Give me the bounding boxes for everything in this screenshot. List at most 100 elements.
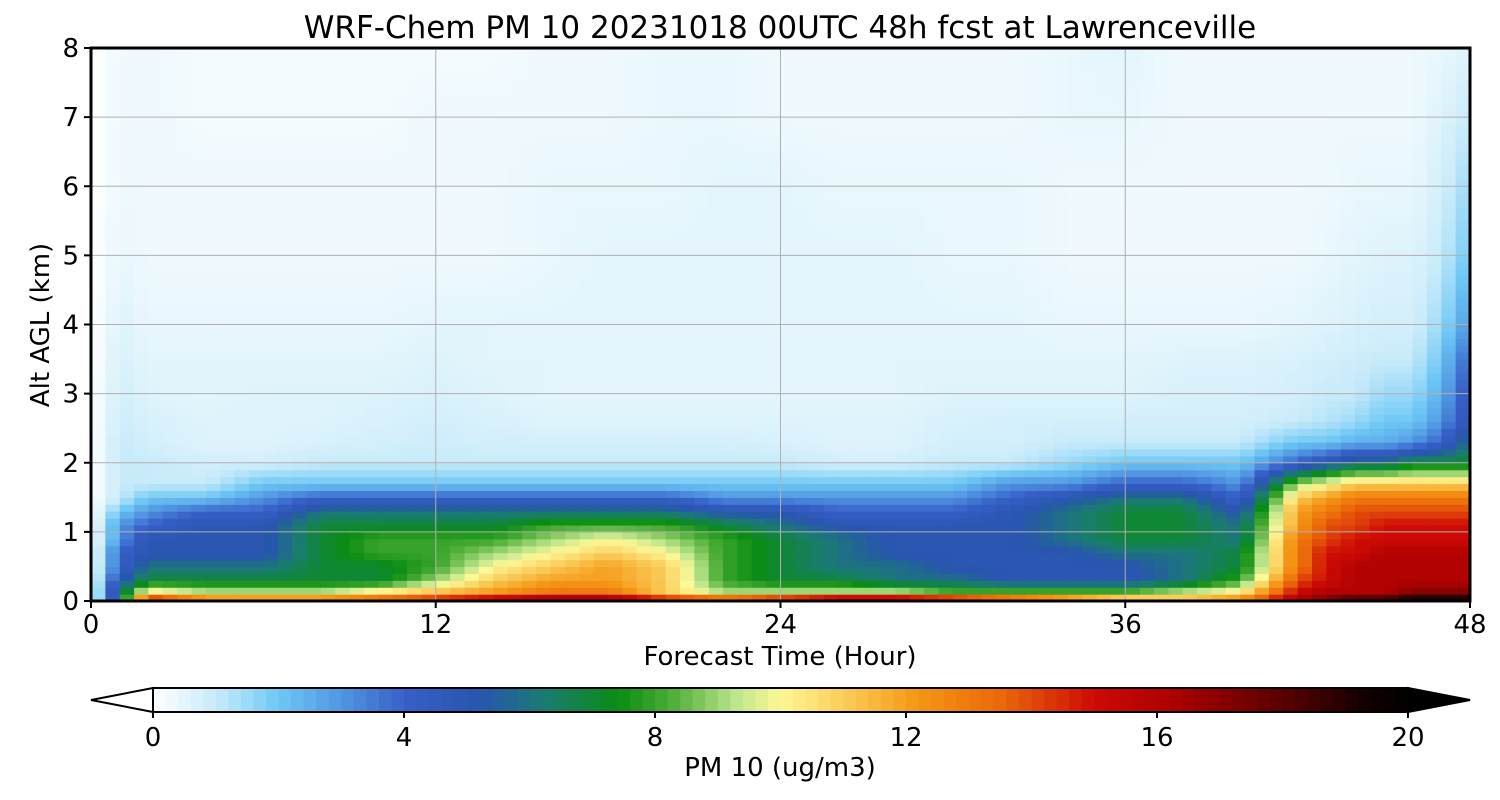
field-cell: [1067, 483, 1083, 491]
field-cell: [421, 283, 437, 291]
field-cell: [751, 310, 767, 319]
field-cell: [608, 476, 624, 485]
field-cell: [220, 359, 236, 367]
field-cell: [1139, 317, 1155, 326]
field-cell: [1297, 469, 1313, 478]
field-cell: [995, 303, 1011, 312]
field-cell: [536, 442, 552, 450]
field-cell: [1168, 241, 1184, 250]
field-cell: [938, 462, 954, 471]
field-cell: [521, 407, 537, 415]
field-cell: [507, 317, 523, 326]
field-cell: [493, 580, 509, 588]
field-cell: [737, 310, 753, 319]
field-cell: [766, 552, 782, 561]
field-cell: [995, 365, 1011, 374]
field-cell: [378, 435, 394, 443]
field-cell: [1067, 524, 1083, 533]
field-cell: [464, 490, 480, 498]
field-cell: [521, 352, 537, 360]
field-cell: [1139, 345, 1155, 353]
field-cell: [1153, 462, 1169, 471]
field-cell: [852, 448, 868, 457]
field-cell: [679, 469, 695, 478]
field-cell: [277, 248, 293, 256]
field-cell: [119, 310, 135, 319]
field-cell: [536, 594, 552, 602]
field-cell: [1283, 448, 1299, 457]
field-cell: [378, 455, 394, 464]
field-cell: [392, 531, 408, 540]
field-cell: [967, 531, 983, 540]
field-cell: [723, 566, 739, 574]
field-cell: [162, 379, 178, 388]
field-cell: [1053, 365, 1069, 374]
field-cell: [263, 379, 279, 388]
field-cell: [1297, 352, 1313, 360]
field-cell: [1426, 455, 1442, 464]
field-cell: [134, 594, 150, 602]
field-cell: [292, 331, 308, 339]
field-cell: [1355, 310, 1371, 319]
field-cell: [1369, 331, 1385, 339]
field-cell: [1297, 524, 1313, 533]
field-cell: [205, 283, 221, 291]
field-cell: [837, 345, 853, 353]
field-cell: [665, 248, 681, 256]
field-cell: [751, 490, 767, 498]
field-cell: [1340, 580, 1356, 588]
field-cell: [636, 524, 652, 533]
field-cell: [1168, 407, 1184, 415]
field-cell: [349, 352, 365, 360]
field-cell: [1398, 573, 1414, 581]
field-cell: [766, 262, 782, 270]
field-cell: [220, 566, 236, 574]
field-cell: [1039, 476, 1055, 485]
field-cell: [622, 428, 638, 436]
field-cell: [105, 372, 121, 381]
field-cell: [1455, 359, 1471, 367]
field-cell: [148, 469, 164, 478]
field-cell: [205, 255, 221, 263]
field-cell: [780, 421, 796, 429]
field-cell: [134, 359, 150, 367]
field-cell: [909, 462, 925, 471]
field-cell: [421, 545, 437, 554]
field-cell: [938, 283, 954, 291]
field-cell: [708, 497, 724, 505]
field-cell: [392, 552, 408, 561]
field-cell: [1096, 255, 1112, 263]
field-cell: [593, 303, 609, 312]
field-cell: [1412, 455, 1428, 464]
field-cell: [723, 545, 739, 554]
field-cell: [1426, 524, 1442, 533]
field-cell: [1240, 545, 1256, 554]
field-cell: [162, 559, 178, 568]
field-cell: [1039, 303, 1055, 312]
field-cell: [105, 483, 121, 491]
field-cell: [809, 365, 825, 374]
field-cell: [1441, 414, 1457, 422]
field-cell: [536, 483, 552, 491]
field-cell: [493, 262, 509, 270]
field-cell: [1254, 573, 1270, 581]
field-cell: [608, 594, 624, 602]
field-cell: [723, 435, 739, 443]
field-cell: [679, 269, 695, 277]
field-cell: [1039, 262, 1055, 270]
field-cell: [1369, 559, 1385, 568]
field-cell: [1240, 372, 1256, 381]
field-cell: [622, 276, 638, 284]
field-cell: [809, 504, 825, 512]
field-cell: [191, 241, 207, 250]
field-cell: [1053, 442, 1069, 450]
field-cell: [723, 531, 739, 540]
field-cell: [105, 428, 121, 436]
field-cell: [981, 276, 997, 284]
field-cell: [421, 448, 437, 457]
field-cell: [435, 566, 451, 574]
field-cell: [608, 511, 624, 519]
field-cell: [1010, 428, 1026, 436]
field-cell: [1369, 262, 1385, 270]
field-cell: [292, 511, 308, 519]
